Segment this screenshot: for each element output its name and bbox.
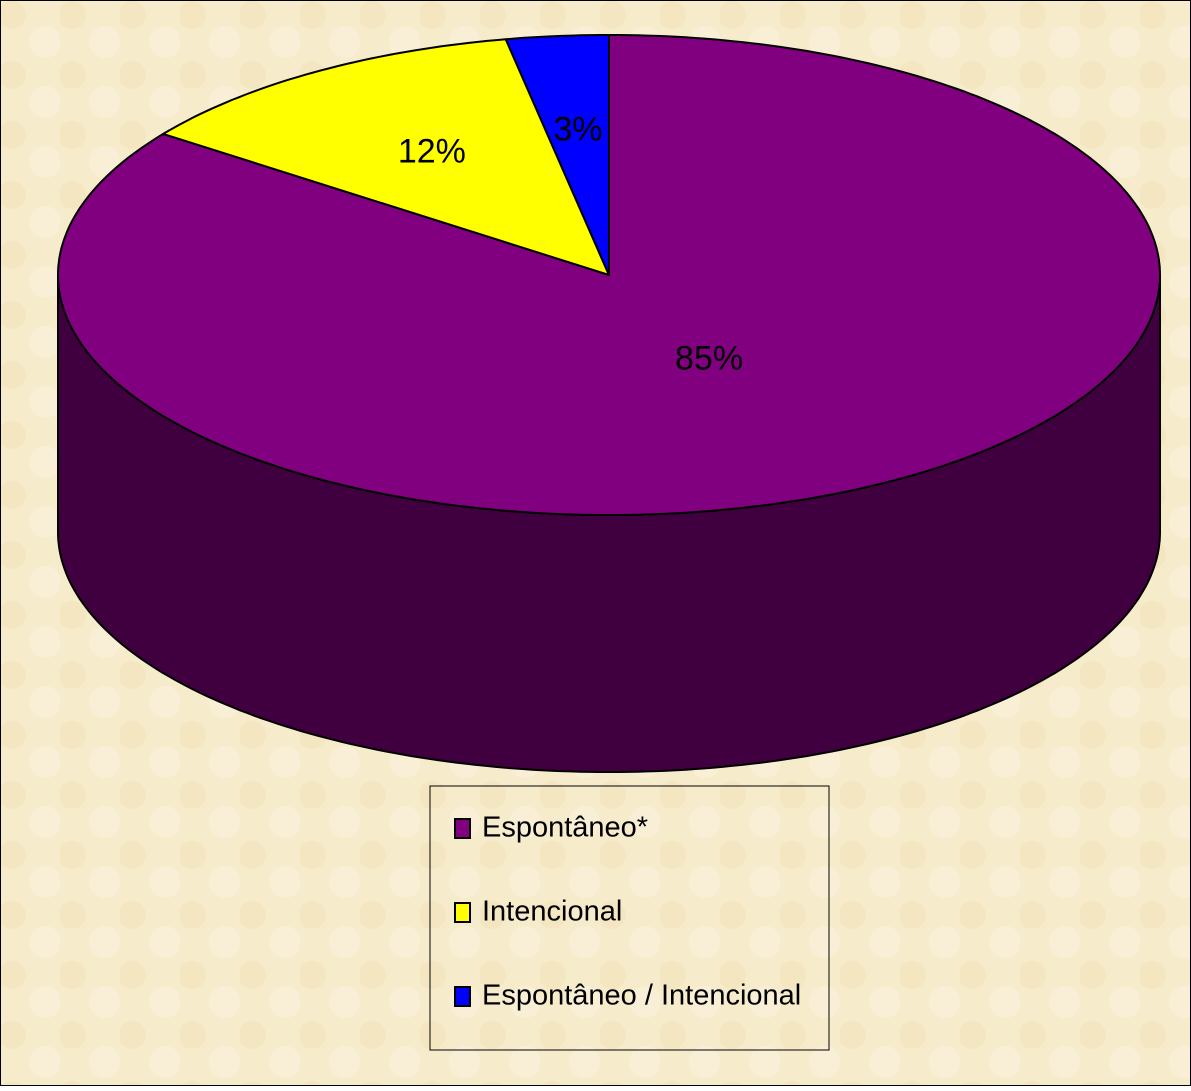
slice <box>162 38 610 276</box>
legend-box <box>429 785 830 1051</box>
legend-label: Espontâneo / Intencional <box>482 980 801 1012</box>
data-label: 85% <box>675 340 743 378</box>
legend-swatch <box>454 818 471 839</box>
data-label: 3% <box>553 111 602 149</box>
legend-label: Espontâneo* <box>482 812 648 844</box>
data-label: 12% <box>398 132 466 170</box>
legend: Espontâneo* Intencional Espontâneo / Inten… <box>454 812 801 1012</box>
slice <box>504 34 610 276</box>
pie: 85% 12% 3% <box>57 34 1161 773</box>
legend-swatch <box>454 986 471 1007</box>
legend-label: Intencional <box>482 896 622 928</box>
legend-swatch <box>454 902 471 923</box>
